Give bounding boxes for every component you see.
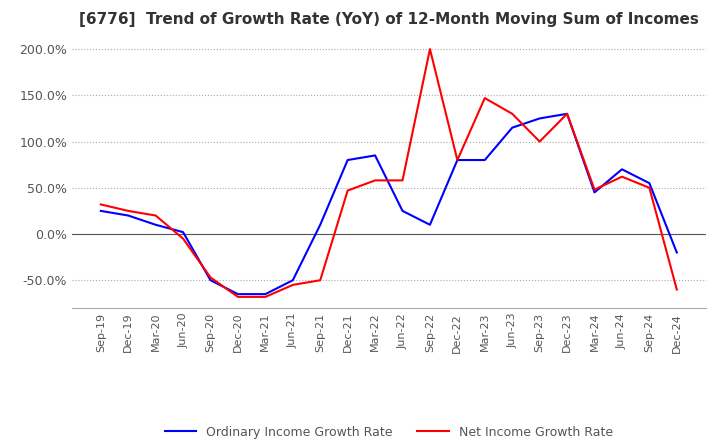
Ordinary Income Growth Rate [371,153,379,158]
Net Income Growth Rate [508,111,516,117]
Ordinary Income Growth Rate [536,116,544,121]
Ordinary Income Growth Rate [96,208,105,213]
Ordinary Income Growth Rate [480,158,489,163]
Legend: Ordinary Income Growth Rate, Net Income Growth Rate: Ordinary Income Growth Rate, Net Income … [160,421,618,440]
Net Income Growth Rate [316,278,325,283]
Net Income Growth Rate [124,208,132,213]
Net Income Growth Rate [563,111,572,117]
Ordinary Income Growth Rate [645,180,654,186]
Line: Ordinary Income Growth Rate: Ordinary Income Growth Rate [101,114,677,294]
Net Income Growth Rate [233,294,242,300]
Ordinary Income Growth Rate [453,158,462,163]
Ordinary Income Growth Rate [179,230,187,235]
Net Income Growth Rate [398,178,407,183]
Ordinary Income Growth Rate [289,278,297,283]
Ordinary Income Growth Rate [672,250,681,255]
Net Income Growth Rate [371,178,379,183]
Net Income Growth Rate [343,188,352,193]
Ordinary Income Growth Rate [343,158,352,163]
Line: Net Income Growth Rate: Net Income Growth Rate [101,49,677,297]
Net Income Growth Rate [179,236,187,241]
Title: [6776]  Trend of Growth Rate (YoY) of 12-Month Moving Sum of Incomes: [6776] Trend of Growth Rate (YoY) of 12-… [79,12,698,27]
Ordinary Income Growth Rate [233,291,242,297]
Net Income Growth Rate [590,187,599,192]
Net Income Growth Rate [536,139,544,144]
Ordinary Income Growth Rate [261,291,270,297]
Net Income Growth Rate [289,282,297,287]
Ordinary Income Growth Rate [206,278,215,283]
Net Income Growth Rate [672,287,681,292]
Net Income Growth Rate [453,158,462,163]
Net Income Growth Rate [426,47,434,52]
Ordinary Income Growth Rate [590,190,599,195]
Net Income Growth Rate [645,185,654,191]
Ordinary Income Growth Rate [316,222,325,227]
Ordinary Income Growth Rate [151,222,160,227]
Ordinary Income Growth Rate [398,208,407,213]
Net Income Growth Rate [618,174,626,180]
Ordinary Income Growth Rate [618,167,626,172]
Net Income Growth Rate [206,275,215,280]
Ordinary Income Growth Rate [426,222,434,227]
Net Income Growth Rate [151,213,160,218]
Ordinary Income Growth Rate [563,111,572,117]
Ordinary Income Growth Rate [124,213,132,218]
Ordinary Income Growth Rate [508,125,516,130]
Net Income Growth Rate [261,294,270,300]
Net Income Growth Rate [480,95,489,101]
Net Income Growth Rate [96,202,105,207]
